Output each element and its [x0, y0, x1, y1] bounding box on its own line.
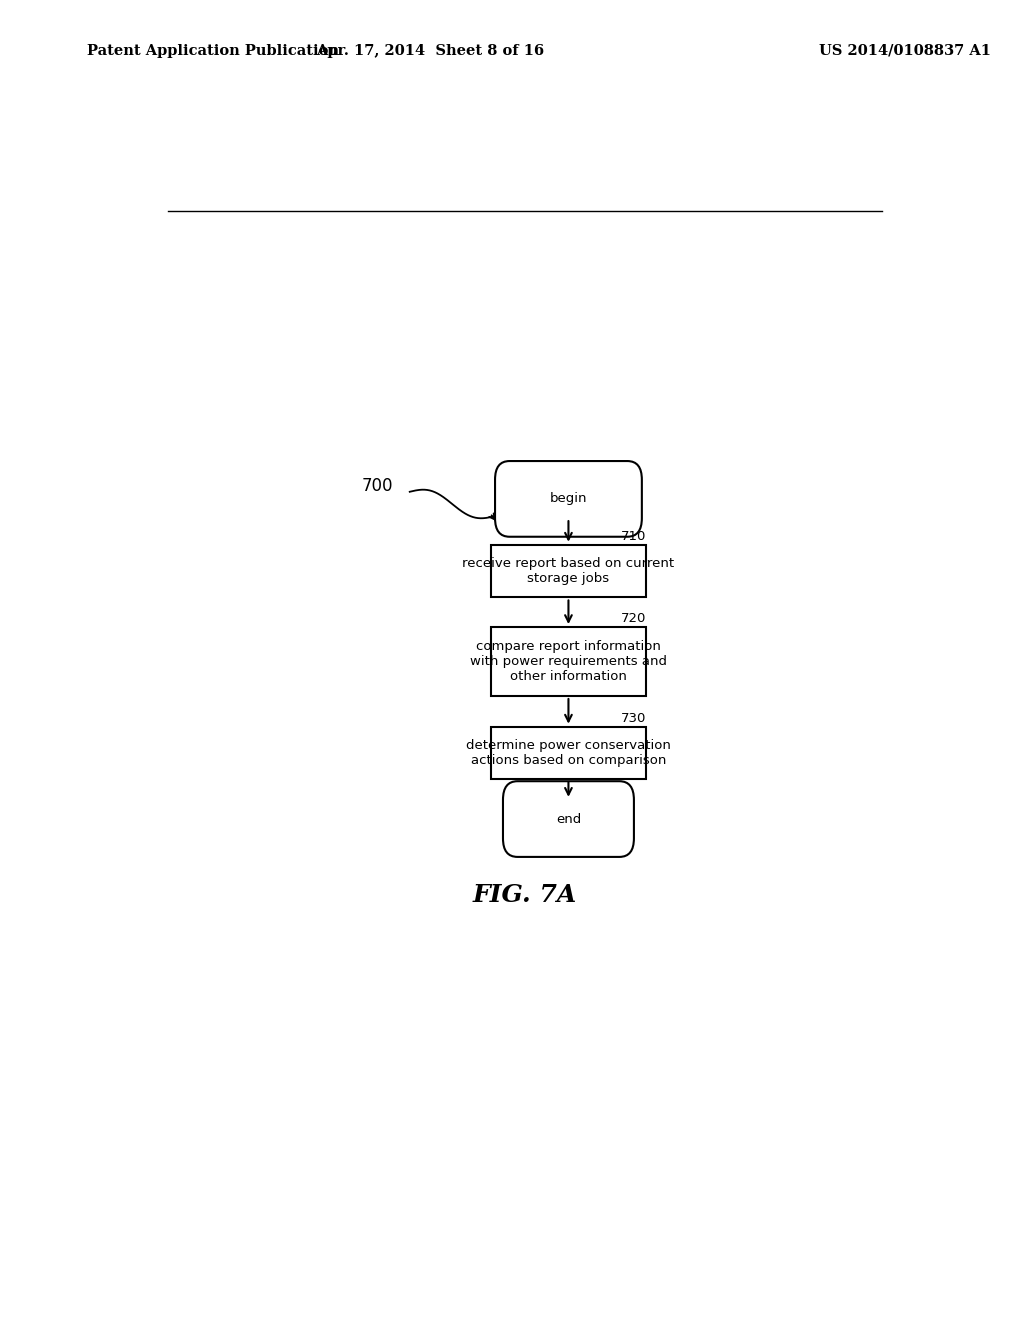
- FancyBboxPatch shape: [495, 461, 642, 537]
- Bar: [492, 627, 646, 696]
- Text: Apr. 17, 2014  Sheet 8 of 16: Apr. 17, 2014 Sheet 8 of 16: [316, 44, 544, 58]
- Text: end: end: [556, 813, 581, 825]
- Text: US 2014/0108837 A1: US 2014/0108837 A1: [819, 44, 991, 58]
- Text: 720: 720: [621, 612, 646, 624]
- Bar: [492, 545, 646, 598]
- Text: receive report based on current
storage jobs: receive report based on current storage …: [463, 557, 675, 585]
- Text: begin: begin: [550, 492, 587, 506]
- Text: 710: 710: [621, 529, 646, 543]
- Bar: [492, 726, 646, 779]
- Text: Patent Application Publication: Patent Application Publication: [87, 44, 339, 58]
- Text: 730: 730: [621, 711, 646, 725]
- FancyBboxPatch shape: [503, 781, 634, 857]
- Text: compare report information
with power requirements and
other information: compare report information with power re…: [470, 640, 667, 682]
- Text: 700: 700: [362, 477, 393, 495]
- Text: determine power conservation
actions based on comparison: determine power conservation actions bas…: [466, 739, 671, 767]
- Text: FIG. 7A: FIG. 7A: [473, 883, 577, 907]
